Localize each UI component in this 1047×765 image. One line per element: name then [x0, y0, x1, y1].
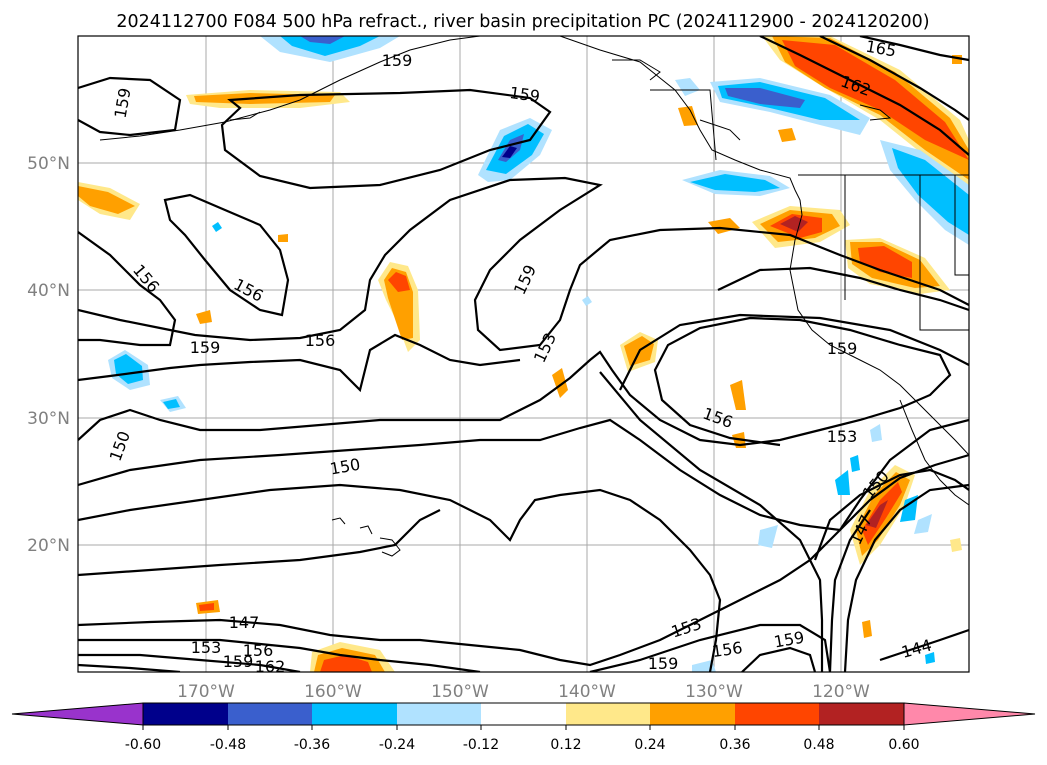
- colorbar-tick-label: -0.12: [463, 737, 499, 753]
- map-frame: [77, 35, 970, 673]
- colorbar-tick-label: -0.48: [210, 737, 246, 753]
- contour-label: 159: [223, 652, 254, 671]
- colorbar-swatch: [228, 703, 312, 725]
- colorbar-tick-label: -0.60: [125, 737, 161, 753]
- contour-label: 147: [229, 613, 260, 632]
- contour-label: 159: [382, 51, 413, 70]
- longitude-labels: 170°W 160°W 150°W 140°W 130°W 120°W: [177, 682, 870, 702]
- colorbar-swatch: [312, 703, 397, 725]
- colorbar-tick-label: 0.12: [550, 737, 581, 753]
- lat-label: 30°N: [27, 409, 70, 429]
- colorbar-high-extension: [903, 702, 1036, 726]
- contour-label: 156: [711, 638, 744, 661]
- colorbar-swatch: [397, 703, 481, 725]
- lon-label: 120°W: [812, 682, 870, 702]
- lon-label: 160°W: [304, 682, 362, 702]
- colorbar-tick-label: -0.24: [379, 737, 415, 753]
- colorbar-swatch: [650, 703, 735, 725]
- contour-label: 153: [827, 427, 858, 446]
- contour-label: 156: [305, 331, 336, 350]
- figure-title: 2024112700 F084 500 hPa refract., river …: [116, 12, 929, 32]
- colorbar-low-extension: [11, 702, 144, 726]
- colorbar-swatch: [819, 703, 904, 725]
- colorbar-tick-label: -0.36: [294, 737, 330, 753]
- colorbar-swatch: [143, 703, 228, 725]
- colorbar-swatch: [735, 703, 819, 725]
- contour-label: 159: [508, 83, 541, 106]
- lon-label: 150°W: [431, 682, 489, 702]
- lat-label: 20°N: [27, 536, 70, 556]
- lat-label: 50°N: [27, 154, 70, 174]
- colorbar-tick-label: 0.36: [719, 737, 750, 753]
- colorbar: -0.60 -0.48 -0.36 -0.24 -0.12 0.12 0.24 …: [11, 702, 1036, 753]
- geopotential-contours: [78, 36, 969, 672]
- latitude-labels: 50°N 40°N 30°N 20°N: [27, 154, 70, 556]
- lon-label: 140°W: [558, 682, 616, 702]
- colorbar-swatch: [481, 703, 566, 725]
- contour-label: 156: [243, 641, 274, 660]
- contour-label: 159: [827, 339, 858, 358]
- contour-label: 159: [648, 654, 679, 673]
- lon-label: 170°W: [177, 682, 235, 702]
- colorbar-frame: [142, 702, 905, 726]
- contour-label: 162: [255, 657, 286, 676]
- contour-label: 159: [190, 338, 221, 357]
- colorbar-swatch: [566, 703, 650, 725]
- colorbar-tick-label: 0.48: [803, 737, 834, 753]
- colorbar-tick-label: 0.24: [634, 737, 665, 753]
- lon-label: 130°W: [685, 682, 743, 702]
- contour-label: 153: [191, 638, 222, 657]
- lat-label: 40°N: [27, 281, 70, 301]
- colorbar-tick-label: 0.60: [888, 737, 919, 753]
